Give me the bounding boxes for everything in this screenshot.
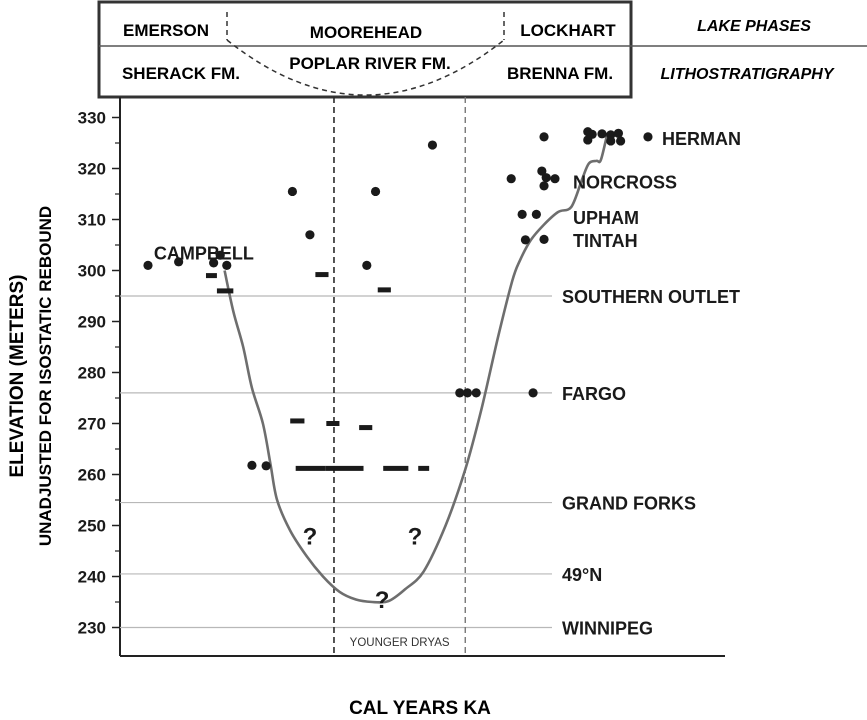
data-point xyxy=(462,388,473,398)
beach-label: CAMPBELL xyxy=(154,244,254,264)
date-range-bar xyxy=(325,465,364,471)
data-point xyxy=(517,209,527,219)
uncertainty-mark: ? xyxy=(375,587,390,614)
data-point xyxy=(528,388,538,398)
chart-labels: CAMPBELL HERMAN NORCROSS UPHAM TINTAH??? xyxy=(154,129,741,614)
date-range-bar xyxy=(377,287,391,293)
header-box xyxy=(97,0,633,99)
axis-ticks: 230 240 250 260 270 280 290 300 310 320 330 xyxy=(78,109,120,638)
data-point xyxy=(539,132,549,142)
data-point xyxy=(537,166,547,176)
formation-brenna: BRENNA FM. xyxy=(507,64,613,83)
data-point xyxy=(616,136,626,146)
uncertainty-mark: ? xyxy=(303,524,318,551)
phase-moorhead: MOOREHEAD xyxy=(310,23,422,42)
reference-line-label: GRAND FORKS xyxy=(562,494,696,514)
beach-label: HERMAN xyxy=(662,129,741,149)
data-point xyxy=(613,128,624,138)
y-tick-label: 270 xyxy=(78,415,106,434)
data-point xyxy=(471,388,481,398)
data-point xyxy=(539,181,549,191)
phase-emerson: EMERSON xyxy=(123,21,209,40)
date-range-bar xyxy=(383,465,409,471)
reference-line-label: 49°N xyxy=(562,565,602,585)
y-tick-label: 240 xyxy=(78,568,106,587)
data-point xyxy=(174,257,184,267)
data-point xyxy=(506,174,516,184)
data-point xyxy=(541,173,551,183)
data-point xyxy=(597,129,607,139)
data-point xyxy=(143,260,153,270)
date-range-bar xyxy=(326,421,340,426)
reference-lines: SOUTHERN OUTLET FARGO GRAND FORKS 49°N WINNI… xyxy=(120,287,740,639)
date-range-bar xyxy=(216,288,234,294)
data-point xyxy=(520,235,531,245)
data-point xyxy=(427,140,438,150)
data-point xyxy=(583,135,593,145)
y-axis-label: ELEVATION (METERS) xyxy=(7,274,28,477)
data-point xyxy=(643,132,653,142)
data-marks xyxy=(143,127,653,471)
lithostratigraphy-label: LITHOSTRATIGRAPHY xyxy=(660,66,834,83)
data-point xyxy=(606,136,616,146)
data-point xyxy=(305,230,315,240)
date-range-bar xyxy=(205,273,217,279)
date-range-bar xyxy=(295,465,326,471)
phase-lockhart: LOCKHART xyxy=(520,21,616,40)
date-range-bar xyxy=(290,418,305,424)
formation-sherack: SHERACK FM. xyxy=(122,64,240,83)
data-point xyxy=(362,260,372,270)
y-tick-label: 320 xyxy=(78,160,106,179)
y-axis-sublabel: UNADJUSTED FOR ISOSTATIC REBOUND xyxy=(36,206,55,546)
y-tick-label: 310 xyxy=(78,211,106,230)
beach-label: TINTAH xyxy=(573,231,638,251)
lake-level-curve-layer xyxy=(223,132,609,604)
data-point xyxy=(550,174,560,184)
data-point xyxy=(261,461,271,471)
date-range-bar xyxy=(315,272,329,278)
formation-poplar-river: POPLAR RIVER FM. xyxy=(289,54,451,73)
data-point xyxy=(247,460,257,470)
reference-line-label: WINNIPEG xyxy=(562,619,653,639)
date-range-bar xyxy=(418,465,430,471)
header-table: EMERSON MOOREHEAD LOCKHART LAKE PHASES S… xyxy=(97,0,867,99)
date-range-bar xyxy=(359,425,373,431)
beach-label: NORCROSS xyxy=(573,172,677,192)
data-point xyxy=(531,209,541,219)
beach-label: UPHAM xyxy=(573,208,639,228)
y-tick-label: 280 xyxy=(78,364,106,383)
reference-line-label: FARGO xyxy=(562,384,626,404)
data-point xyxy=(209,258,219,268)
uncertainty-mark: ? xyxy=(408,524,423,551)
lake-level-curve xyxy=(223,132,609,604)
data-point xyxy=(539,234,549,244)
y-tick-label: 290 xyxy=(78,313,106,332)
y-tick-label: 330 xyxy=(78,109,106,128)
data-point xyxy=(287,186,298,197)
data-point xyxy=(222,260,232,270)
data-point xyxy=(215,250,225,260)
younger-dryas-lines: YOUNGER DRYAS xyxy=(333,97,466,656)
y-tick-label: 230 xyxy=(78,619,106,638)
lake-phases-label: LAKE PHASES xyxy=(697,18,811,35)
x-axis-label: CAL YEARS KA xyxy=(349,698,491,719)
data-point xyxy=(455,388,465,398)
data-point xyxy=(370,186,381,197)
reference-line-label: SOUTHERN OUTLET xyxy=(562,287,740,307)
younger-dryas-label: YOUNGER DRYAS xyxy=(350,637,450,649)
y-tick-label: 260 xyxy=(78,466,106,485)
y-tick-label: 300 xyxy=(78,262,106,281)
y-tick-label: 250 xyxy=(78,517,106,536)
